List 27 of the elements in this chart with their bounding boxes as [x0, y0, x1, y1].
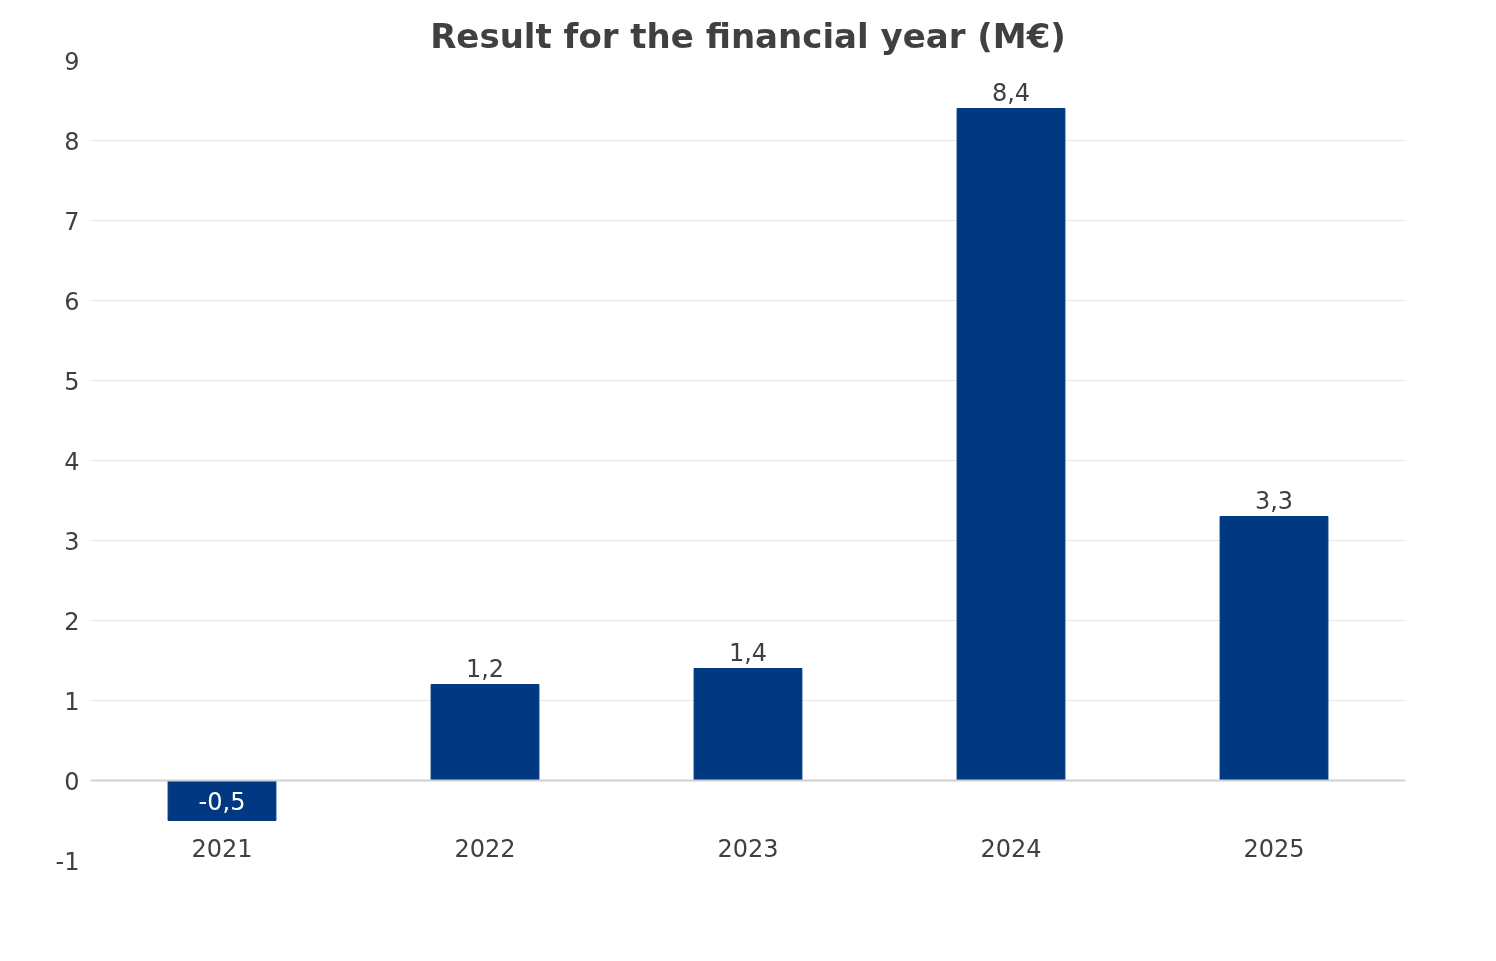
bar: [1219, 516, 1329, 781]
y-tick-label: 4: [64, 447, 80, 476]
y-tick-label: 8: [64, 127, 80, 156]
x-tick-label: 2023: [717, 834, 779, 863]
data-label: 8,4: [991, 78, 1031, 107]
y-tick-label: 2: [64, 607, 80, 636]
bar: [693, 668, 803, 781]
y-tick-label: 9: [64, 47, 80, 76]
bar: [167, 780, 277, 821]
y-tick-label: 0: [64, 767, 80, 796]
bar: [430, 684, 540, 781]
x-tick-label: 2021: [191, 834, 253, 863]
y-tick-label: 1: [64, 687, 80, 716]
data-label: 1,2: [465, 654, 505, 683]
bar: [956, 108, 1066, 781]
x-tick-label: 2024: [980, 834, 1042, 863]
y-tick-label: 5: [64, 367, 80, 396]
y-tick-label: 6: [64, 287, 80, 316]
chart-title: Result for the financial year (M€): [430, 15, 1066, 56]
data-label: 1,4: [728, 638, 768, 667]
data-label: 3,3: [1254, 486, 1294, 515]
x-tick-label: 2025: [1243, 834, 1305, 863]
y-tick-label: -1: [55, 847, 80, 876]
y-tick-label: 7: [64, 207, 80, 236]
data-label: -0,5: [198, 787, 246, 816]
y-tick-label: 3: [64, 527, 80, 556]
x-tick-label: 2022: [454, 834, 516, 863]
